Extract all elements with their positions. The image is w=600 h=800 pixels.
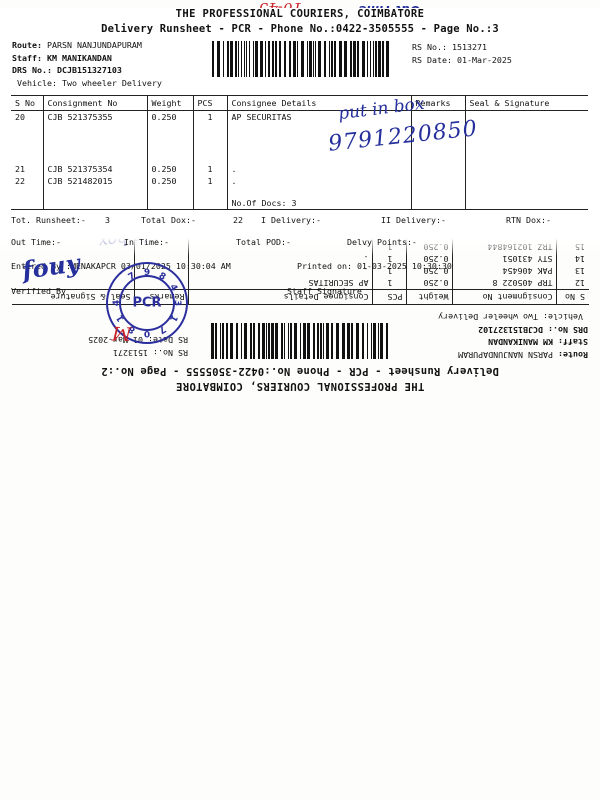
staff-label: Staff: [12, 52, 42, 63]
in-time-label: In Time:- [124, 237, 169, 247]
rotated-header-block: Route: PARSN NANJUNDAPURAM Staff: KM MAN… [0, 305, 600, 361]
stamp-center-text: PCR [132, 295, 162, 311]
consignment-table: S No Consignment No Weight PCS Consignee… [11, 95, 588, 210]
summary-row-2: Out Time:- In Time:- Total POD:- Delvy P… [11, 237, 600, 250]
rotated-route-value: PARSN NANJUNDAPURAM [458, 350, 554, 360]
seal-cell [464, 163, 588, 175]
remarks-cell [410, 163, 466, 175]
rotated-document-title: Delivery Runsheet - PCR - Phone No.:0422… [101, 365, 499, 377]
total-dox-label: Total Dox:- [141, 215, 196, 225]
rotated-vehicle-label: Vehicle: [543, 312, 583, 323]
col-consignee: Consignee Details [226, 95, 412, 111]
tot-runsheet-label: Tot. Runsheet:- [11, 215, 86, 225]
col-consignment: Consignment No [42, 95, 148, 111]
printed-on: Printed on: 01-03-2025 10:30:30 [297, 261, 452, 271]
summary-row-1: Tot. Runsheet:- 3 Total Dox:- 22 I Deliv… [11, 215, 600, 228]
rotated-vehicle-value: Two wheeler Delivery [438, 312, 539, 323]
pcs-cell: 1 [193, 175, 228, 210]
out-time-label: Out Time:- [11, 237, 61, 247]
tot-runsheet-value: 3 [105, 215, 110, 225]
sno-cell: 22 [11, 175, 44, 210]
consignee-cell: AP SECURITAS [226, 110, 412, 163]
rotated-rs-no-value: 1513271 [113, 348, 149, 358]
rotated-drs-label: DRS No.: [548, 325, 588, 335]
col-pcs: PCS [193, 95, 228, 111]
runsheet-page-3: THE PROFESSIONAL COURIERS, COIMBATORE De… [0, 8, 600, 303]
barcode [212, 41, 390, 77]
pcs-cell: 1 [193, 110, 228, 163]
rotated-barcode [210, 323, 388, 359]
vehicle-value: Two wheeler Delivery [61, 77, 162, 88]
table-row: 21 CJB 521375354 0.250 1. [11, 163, 588, 175]
stamp-ring-char: 4 [167, 282, 179, 294]
col-remarks: Remarks [410, 95, 466, 111]
table-row: 22 CJB 521482015 0.250 1. No.Of Docs: 3 [11, 175, 588, 210]
remarks-cell [410, 110, 466, 163]
sno-cell: 20 [11, 110, 44, 163]
staff-value: KM MANIKANDAN [46, 52, 112, 63]
stamp-ring-char: 7 [156, 323, 168, 335]
drs-value: DCJB151327103 [56, 65, 122, 75]
delvy-points-label: Delvy Points:- [347, 237, 417, 247]
header-block: Route: PARSN NANJUNDAPURAM Staff: KM MAN… [0, 39, 600, 95]
seal-cell [464, 110, 588, 163]
rtn-dox-label: RTN Dox:- [506, 215, 551, 225]
route-value: PARSN NANJUNDAPURAM [46, 40, 142, 50]
rs-date-label: RS Date: [412, 55, 452, 65]
rotated-company-title: THE PROFESSIONAL COURIERS, COIMBATORE [175, 380, 425, 392]
docs-note: No.Of Docs: 3 [231, 198, 297, 208]
verified-by-label: Verified By [11, 286, 66, 296]
consignment-cell: CJB 521375355 [42, 110, 148, 163]
seal-cell [464, 175, 588, 210]
sno-cell: 21 [11, 163, 44, 175]
table-row: 20 CJB 521375355 0.250 1 AP SECURITAS [11, 110, 588, 163]
col-weight: Weight [146, 95, 194, 111]
rotated-rs-no-label: RS No.: [153, 348, 188, 358]
i-delivery-label: I Delivery:- [261, 215, 321, 225]
col-sno: S No [11, 95, 44, 111]
ii-delivery-label: II Delivery:- [381, 215, 446, 225]
stamp-ring-char: 7 [126, 271, 138, 283]
rotated-staff-label: Staff: [558, 337, 588, 348]
rs-no-value: 1513271 [451, 42, 487, 52]
rotated-drs-value: DCJB151327102 [478, 325, 544, 335]
stamp-ring-char: 9 [143, 268, 151, 278]
company-title: THE PROFESSIONAL COURIERS, COIMBATORE [175, 8, 425, 20]
entered-printed-row: Entered By :MENAKAPCR 03/01/2025 10:30:0… [11, 261, 600, 274]
stamp-ring-char: 0 [143, 328, 151, 338]
weight-cell: 0.250 [146, 110, 194, 163]
remarks-cell [410, 175, 466, 210]
stamp-ring-char: 8 [156, 271, 168, 283]
rs-no-label: RS No.: [412, 42, 447, 52]
route-label: Route: [12, 40, 42, 50]
total-dox-value: 22 [233, 215, 243, 225]
rotated-staff-value: KM MANIKANDAN [488, 337, 554, 348]
stamp-ring-char: 1 [167, 312, 179, 324]
pcs-cell: 1 [193, 163, 228, 175]
weight-cell: 0.250 [146, 163, 194, 175]
total-pod-label: Total POD:- [236, 237, 291, 247]
consignee-cell: . No.Of Docs: 3 [226, 175, 412, 210]
col-seal: Seal & Signature [464, 95, 588, 111]
consignment-cell: CJB 521482015 [42, 175, 148, 210]
rotated-route-label: Route: [558, 350, 588, 360]
drs-label: DRS No.: [12, 65, 52, 75]
consignee-cell: . [226, 163, 412, 175]
consignment-cell: CJB 521375354 [42, 163, 148, 175]
vehicle-label: Vehicle: [17, 77, 57, 88]
entered-by: Entered By :MENAKAPCR 03/01/2025 10:30:0… [11, 261, 231, 271]
document-title: Delivery Runsheet - PCR - Phone No.:0422… [101, 23, 499, 35]
rs-date-value: 01-Mar-2025 [456, 55, 512, 65]
stamp-ring-char: 8 [126, 323, 138, 335]
signature-row: Verified By Staff Signature [11, 286, 600, 299]
table-header-row: S No Consignment No Weight PCS Consignee… [11, 95, 588, 111]
stamp-ring-char: 1 [115, 312, 127, 324]
weight-cell: 0.250 [146, 175, 194, 210]
staff-signature-label: Staff Signature [287, 286, 362, 296]
